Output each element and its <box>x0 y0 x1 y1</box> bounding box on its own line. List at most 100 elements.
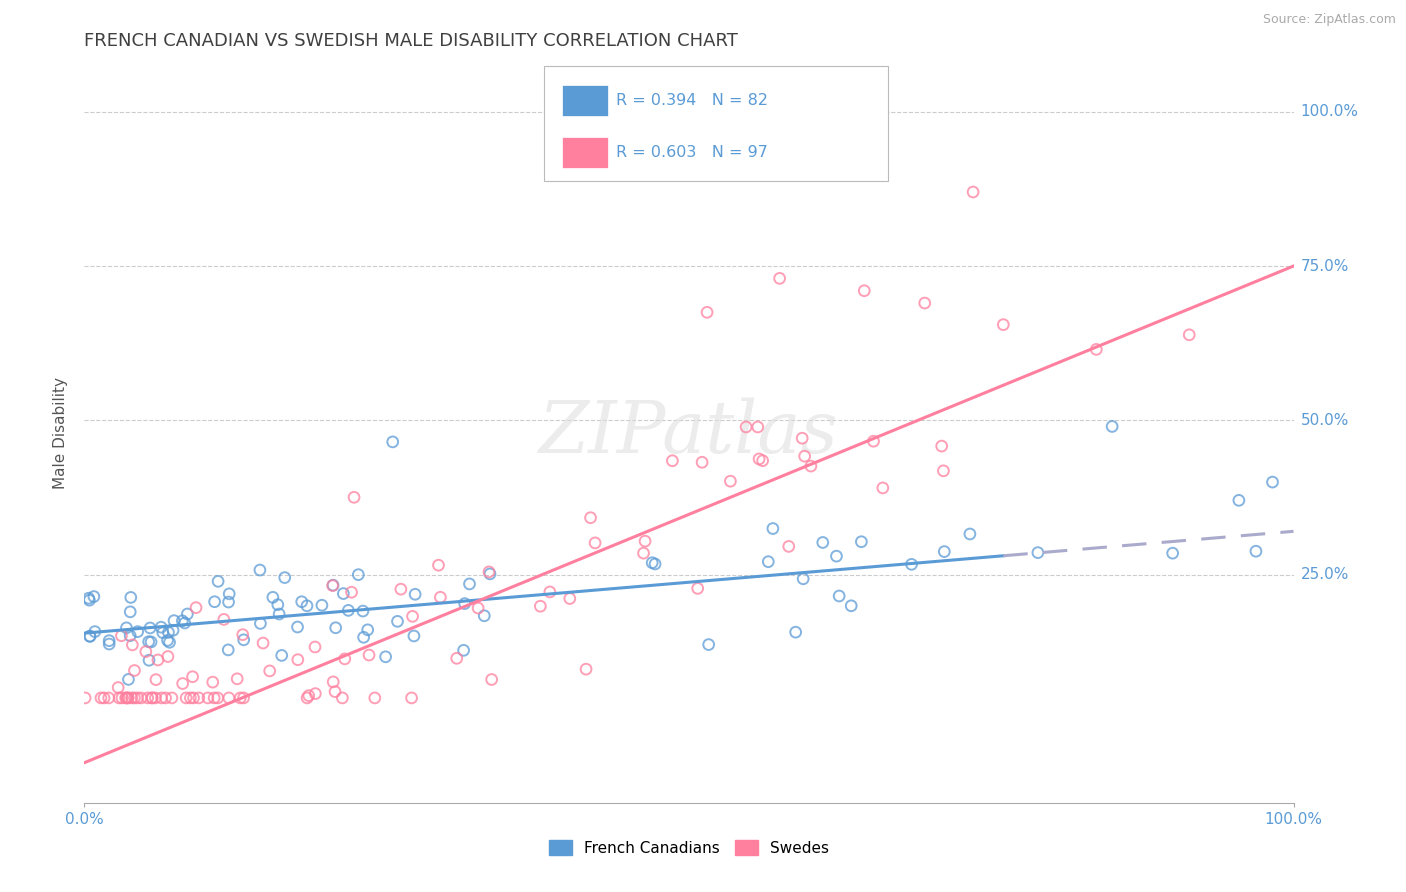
Point <box>79 629 101 643</box>
Point <box>993 318 1015 332</box>
Point <box>853 284 876 298</box>
Point <box>232 690 254 705</box>
Point <box>322 674 344 689</box>
Point <box>202 690 225 705</box>
Point <box>232 632 254 647</box>
Point <box>173 615 195 630</box>
Point <box>298 689 321 703</box>
Point <box>187 690 209 705</box>
Point <box>232 627 254 641</box>
Point <box>718 474 741 488</box>
Point <box>207 690 229 705</box>
Point <box>120 629 142 643</box>
Point <box>127 690 149 705</box>
Text: 75.0%: 75.0% <box>1301 259 1348 274</box>
Text: 100.0%: 100.0% <box>1301 104 1358 120</box>
Point <box>401 690 423 705</box>
Point <box>155 690 177 705</box>
Point <box>811 535 834 549</box>
Point <box>212 612 235 626</box>
Point <box>311 599 333 613</box>
Point <box>1026 546 1049 560</box>
Point <box>762 522 785 536</box>
Point <box>347 567 370 582</box>
Point <box>204 595 226 609</box>
Point <box>124 664 146 678</box>
Point <box>1178 327 1201 342</box>
Point <box>472 608 495 623</box>
Point <box>218 595 240 609</box>
Point <box>1244 544 1267 558</box>
Point <box>800 459 823 474</box>
Point <box>218 690 240 705</box>
Point <box>337 603 360 617</box>
Point <box>79 629 101 643</box>
Point <box>583 536 606 550</box>
Y-axis label: Male Disability: Male Disability <box>53 376 69 489</box>
Point <box>107 681 129 695</box>
Point <box>1261 475 1284 489</box>
Text: R = 0.603   N = 97: R = 0.603 N = 97 <box>616 145 768 161</box>
Point <box>184 600 207 615</box>
Point <box>467 601 489 615</box>
Point <box>156 633 179 648</box>
Point <box>538 585 561 599</box>
Point <box>756 555 779 569</box>
Point <box>110 629 132 643</box>
Point <box>404 587 426 601</box>
Point <box>839 599 862 613</box>
Point <box>446 651 468 665</box>
Point <box>111 690 134 705</box>
Point <box>98 633 121 648</box>
Point <box>124 690 146 705</box>
Point <box>172 614 194 628</box>
Point <box>249 616 271 631</box>
Point <box>179 690 201 705</box>
Point <box>900 558 922 572</box>
Point <box>108 690 131 705</box>
Point <box>141 690 163 705</box>
Point <box>183 690 205 705</box>
Point <box>115 621 138 635</box>
Point <box>79 593 101 607</box>
Point <box>295 690 318 705</box>
Point <box>291 595 314 609</box>
Point <box>1227 493 1250 508</box>
Point <box>914 296 936 310</box>
Point <box>322 578 344 592</box>
Point <box>792 431 814 445</box>
Point <box>218 587 240 601</box>
Point <box>932 464 955 478</box>
Point <box>793 449 815 463</box>
Point <box>481 673 503 687</box>
Point <box>323 684 346 698</box>
Point <box>427 558 450 573</box>
Point <box>160 690 183 705</box>
Point <box>162 624 184 638</box>
Point <box>478 566 501 581</box>
Point <box>325 621 347 635</box>
Point <box>262 591 284 605</box>
Point <box>252 636 274 650</box>
Point <box>352 604 374 618</box>
Point <box>120 591 142 605</box>
FancyBboxPatch shape <box>544 66 889 181</box>
Point <box>117 673 139 687</box>
Point <box>98 637 121 651</box>
Point <box>174 690 197 705</box>
Point <box>792 572 814 586</box>
Point <box>77 591 100 606</box>
Point <box>529 599 551 614</box>
Point <box>129 690 152 705</box>
Point <box>931 439 953 453</box>
Text: ZIPatlas: ZIPatlas <box>538 397 839 468</box>
Point <box>735 420 758 434</box>
Point <box>644 557 666 571</box>
Point <box>181 670 204 684</box>
Point <box>249 563 271 577</box>
Point <box>138 653 160 667</box>
Point <box>340 585 363 599</box>
Point <box>157 625 180 640</box>
Point <box>785 625 807 640</box>
Point <box>146 653 169 667</box>
